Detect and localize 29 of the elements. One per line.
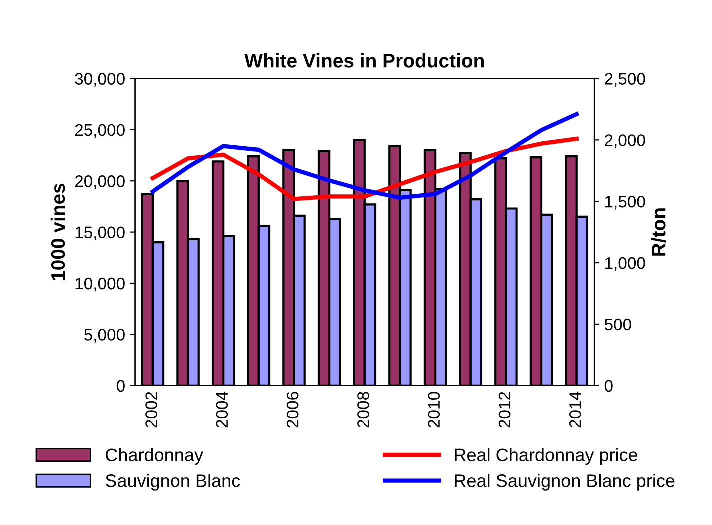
x-tick-label: 2012 [498,392,511,428]
y2-axis-title: R/ton [652,208,666,256]
x-tick-label: 2004 [216,392,228,428]
y2-tick-label: 500 [604,318,632,331]
y-tick-label: 30,000 [75,73,125,87]
y-axis-title: 1000 vines [50,184,66,280]
chart-title: White Vines in Production [244,54,484,68]
legend-label: Chardonnay [106,448,204,466]
legend-label: Sauvignon Blanc [106,474,240,491]
y-tick-label: 25,000 [75,124,125,138]
y-tick-label: 5,000 [84,329,125,343]
y-tick-label: 0 [116,380,125,392]
legend-label: Real Chardonnay price [455,448,638,466]
y2-tick-label: 0 [604,380,613,392]
y2-tick-label: 2,000 [605,134,646,148]
y2-tick-label: 1,000 [606,257,646,272]
line-series [150,136,579,202]
line-series [150,112,579,200]
y-tick-label: 10,000 [76,278,125,292]
x-tick-label: 2006 [286,392,299,428]
y-tick-label: 20,000 [75,176,125,190]
x-tick-label: 2002 [146,392,158,428]
y2-tick-label: 1,500 [606,196,646,210]
legend-label: Real Sauvignon Blanc price [455,474,675,491]
y-tick-label: 15,000 [76,226,125,240]
x-tick-label: 2010 [428,392,440,428]
y2-tick-label: 2,500 [605,73,646,87]
x-tick-label: 2008 [358,392,370,428]
x-tick-label: 2014 [570,392,582,428]
